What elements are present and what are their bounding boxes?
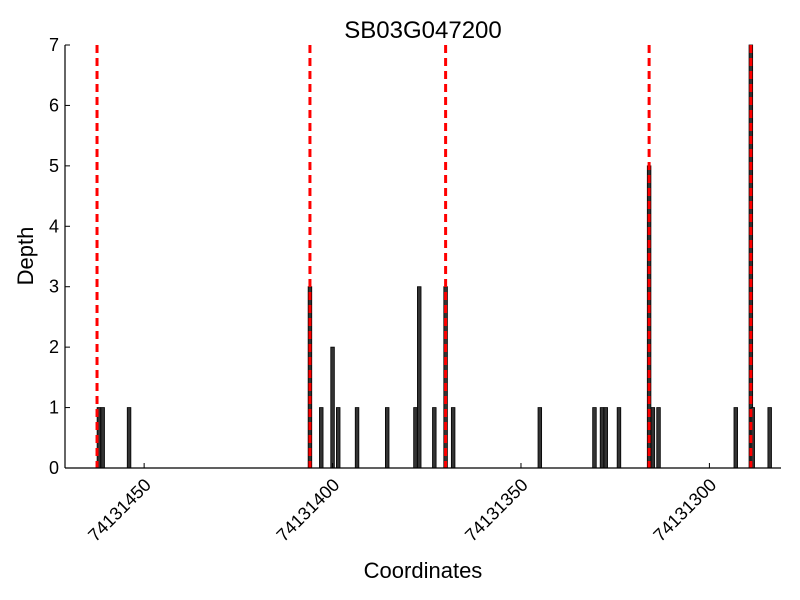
- x-tick-label: 74131300: [649, 475, 720, 546]
- depth-bar: [616, 407, 622, 469]
- y-tick-label: 3: [49, 277, 59, 297]
- y-tick-label: 7: [49, 35, 59, 55]
- chart-title: SB03G047200: [344, 17, 501, 44]
- y-axis-title: Depth: [13, 227, 38, 286]
- depth-bar: [126, 407, 132, 469]
- depth-bar: [733, 407, 738, 469]
- y-tick-label: 5: [49, 156, 59, 176]
- y-tick-label: 1: [49, 398, 59, 418]
- depth-bar: [330, 346, 335, 469]
- depth-bar: [417, 286, 422, 469]
- depth-bar: [100, 407, 105, 469]
- depth-bar: [319, 407, 324, 469]
- bars-group: [96, 44, 772, 469]
- depth-bar: [767, 407, 772, 469]
- depth-bar: [450, 407, 456, 469]
- x-tick-label: 74131450: [84, 475, 155, 546]
- x-tick-label: 74131350: [461, 475, 532, 546]
- depth-bar: [336, 407, 341, 469]
- depth-bar: [603, 407, 608, 469]
- x-axis-ticks: 74131450 74131400 74131350 74131300: [84, 463, 720, 545]
- y-tick-label: 2: [49, 337, 59, 357]
- x-tick-label: 74131400: [273, 475, 344, 546]
- depth-bar: [599, 407, 605, 469]
- depth-bar: [537, 407, 543, 469]
- y-tick-label: 6: [49, 95, 59, 115]
- depth-bar: [413, 407, 418, 469]
- depth-bar: [432, 407, 437, 469]
- y-axis-ticks: 0 1 2 3 4 5 6 7: [49, 35, 70, 478]
- depth-bar: [592, 407, 597, 469]
- depth-bar: [384, 407, 390, 469]
- depth-bar: [650, 407, 656, 469]
- depth-bar: [354, 407, 360, 469]
- depth-bar: [656, 407, 661, 469]
- x-axis-title: Coordinates: [364, 558, 483, 583]
- y-tick-label: 4: [49, 216, 59, 236]
- marker-lines-group: [95, 45, 753, 468]
- y-tick-label: 0: [49, 458, 59, 478]
